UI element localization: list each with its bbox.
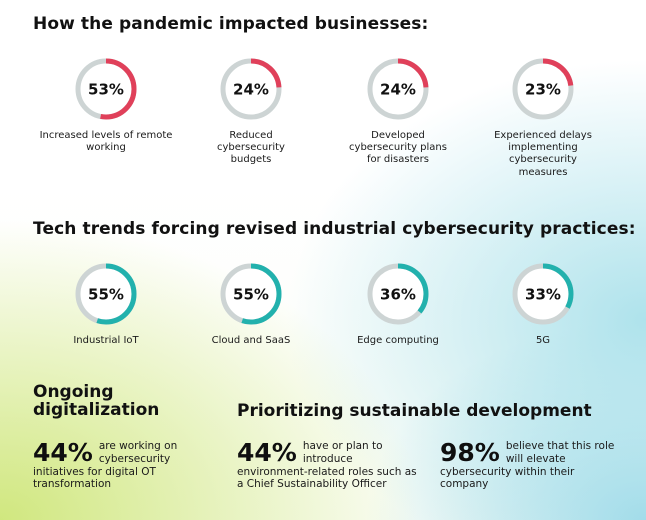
sustainable-stat-roles: 44% have or plan to introduce environmen…	[237, 440, 417, 491]
ongoing-stat: 44% are working on cybersecurity initiat…	[33, 440, 198, 491]
ongoing-digitalization-title: Ongoing digitalization	[33, 383, 159, 420]
ring-progress-arc	[512, 263, 574, 325]
pandemic-stat-label: Increased levels of remote working	[39, 130, 173, 154]
tech-ring-cloud-saas: 55%	[220, 263, 282, 325]
tech-ring-industrial-iot: 55%	[75, 263, 137, 325]
sustainable-stat-text: believe that this role will elevate cybe…	[440, 440, 615, 491]
ongoing-title-line2: digitalization	[33, 400, 160, 421]
pandemic-ring-delays: 23%	[512, 58, 574, 120]
pandemic-stat-label: Reduced cybersecurity budgets	[217, 130, 285, 166]
sustainable-stat-elevate: 98% believe that this role will elevate …	[440, 440, 615, 491]
pandemic-stat-disaster-plans: 24% Developed cybersecurity plans for di…	[328, 56, 468, 167]
ongoing-stat-value: 44%	[33, 438, 93, 467]
tech-stat-5g: 33% 5G	[473, 261, 613, 347]
tech-stat-label: Edge computing	[357, 335, 439, 346]
pandemic-ring-remote-working: 53%	[75, 58, 137, 120]
pandemic-stat-remote-working: 53% Increased levels of remote working	[36, 56, 176, 154]
tech-section-title: Tech trends forcing revised industrial c…	[33, 219, 636, 239]
tech-stat-edge-computing: 36% Edge computing	[328, 261, 468, 347]
sustainable-stat-text: have or plan to introduce environment-re…	[237, 440, 417, 491]
tech-ring-edge-computing: 36%	[367, 263, 429, 325]
pandemic-ring-value: 23%	[525, 81, 561, 99]
tech-ring-value: 55%	[233, 286, 269, 304]
tech-stat-label: Industrial IoT	[73, 335, 139, 346]
pandemic-ring-reduced-budgets: 24%	[220, 58, 282, 120]
tech-stat-cloud-saas: 55% Cloud and SaaS	[181, 261, 321, 347]
pandemic-stat-label: Experienced delays implementing cybersec…	[494, 130, 592, 178]
pandemic-stat-label: Developed cybersecurity plans for disast…	[349, 130, 447, 166]
ring-progress-arc	[367, 58, 429, 120]
sustainable-stat-value: 44%	[237, 438, 297, 467]
ongoing-stat-text: are working on cybersecurity initiatives…	[33, 440, 178, 491]
tech-ring-value: 36%	[380, 286, 416, 304]
tech-ring-5g: 33%	[512, 263, 574, 325]
tech-ring-value: 55%	[88, 286, 124, 304]
tech-ring-value: 33%	[525, 286, 561, 304]
pandemic-ring-value: 24%	[233, 81, 269, 99]
pandemic-ring-disaster-plans: 24%	[367, 58, 429, 120]
ring-progress-arc	[220, 58, 282, 120]
tech-stat-label: 5G	[535, 335, 551, 346]
ring-progress-arc	[220, 263, 282, 325]
pandemic-ring-value: 53%	[88, 81, 124, 99]
ring-progress-arc	[75, 58, 137, 120]
pandemic-ring-value: 24%	[380, 81, 416, 99]
tech-stat-industrial-iot: 55% Industrial IoT	[36, 261, 176, 347]
ongoing-title-line1: Ongoing	[33, 382, 114, 402]
sustainable-stat-value: 98%	[440, 438, 500, 467]
ring-progress-arc	[367, 263, 429, 325]
pandemic-section-title: How the pandemic impacted businesses:	[33, 14, 429, 34]
ring-progress-arc	[75, 263, 137, 325]
pandemic-stat-delays: 23% Experienced delays implementing cybe…	[473, 56, 613, 179]
ring-progress-arc	[512, 58, 574, 120]
sustainable-development-title: Prioritizing sustainable development	[237, 401, 592, 421]
tech-stat-label: Cloud and SaaS	[211, 335, 291, 346]
pandemic-stat-reduced-budgets: 24% Reduced cybersecurity budgets	[181, 56, 321, 167]
